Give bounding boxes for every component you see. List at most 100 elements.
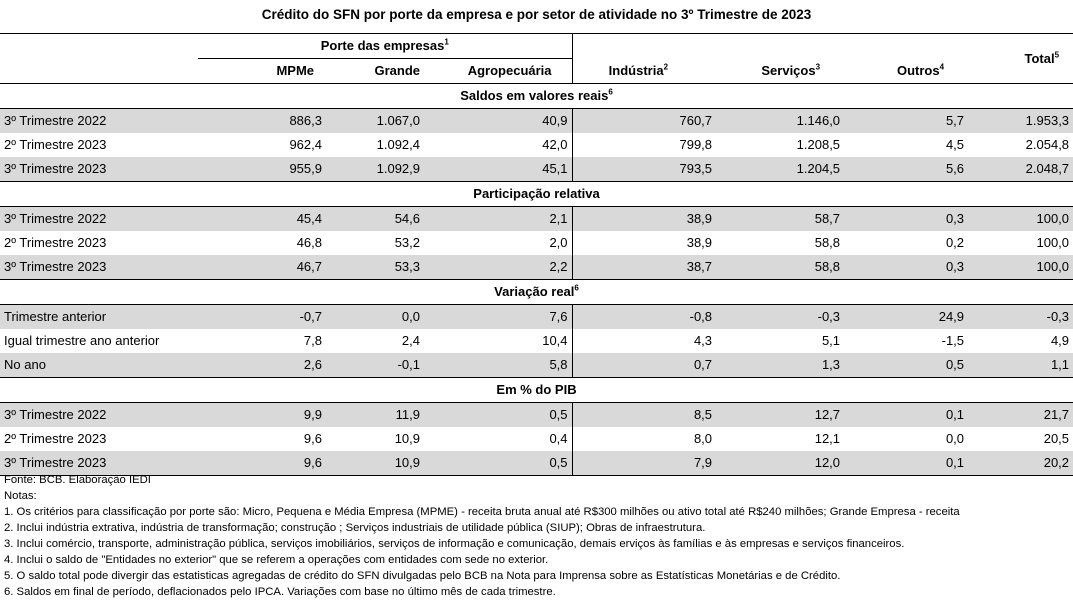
cell-value: 0,1 [844, 402, 969, 427]
cell-value: 53,2 [394, 235, 420, 250]
cell-value: 1.092,4 [376, 137, 420, 152]
cell-value: 0,3 [844, 255, 969, 280]
table-row: 2º Trimestre 2023 46,8 53,2 2,0 38,9 58,8 0,2 1… [0, 231, 1073, 255]
cell-value: 1,3 [716, 353, 845, 378]
cell-value: 1.208,5 [796, 137, 841, 152]
cell-value: 7,8 [303, 333, 322, 348]
cell-value: 58,7 [716, 206, 845, 231]
cell-value: 1,1 [968, 353, 1073, 378]
row-label: 2º Trimestre 2023 [4, 137, 107, 152]
table-row: 3º Trimestre 2022 45,4 54,6 2,1 38,9 58,7 0,3 1… [0, 206, 1073, 231]
cell-value: 2,0 [424, 231, 573, 255]
cell-value: 58,8 [814, 235, 841, 250]
table-row: 3º Trimestre 2022 9,9 11,9 0,5 8,5 12,7 0,1 21,… [0, 402, 1073, 427]
cell-value: 2,6 [198, 353, 326, 378]
cell-value: 46,7 [198, 255, 326, 280]
row-label: 3º Trimestre 2022 [0, 402, 198, 427]
row-label: 2º Trimestre 2023 [4, 235, 107, 250]
porte-group-header: Porte das empresas1 [198, 33, 573, 59]
cell-value: 10,9 [394, 431, 420, 446]
cell-value: 1.092,9 [326, 157, 424, 182]
row-label: Igual trimestre ano anterior [4, 333, 160, 348]
cell-value: 100,0 [968, 255, 1073, 280]
cell-value: 8,0 [693, 431, 713, 446]
table-row: 3º Trimestre 2023 955,9 1.092,9 45,1 793,5 1.… [0, 157, 1073, 182]
note-line: Notas: [4, 490, 37, 502]
cell-value: 4,3 [693, 333, 713, 348]
cell-value: 886,3 [198, 108, 326, 133]
cell-value: 0,7 [572, 353, 717, 378]
cell-value: 1.146,0 [716, 108, 845, 133]
table-row: 2º Trimestre 2023 962,4 1.092,4 42,0 799,8 1.… [0, 133, 1073, 157]
cell-value: -0,7 [198, 304, 326, 329]
cell-value: 2.054,8 [1025, 137, 1070, 152]
source-line: Fonte: BCB. Elaboração IEDI [4, 474, 151, 486]
table-row: 3º Trimestre 2022 886,3 1.067,0 40,9 760,7 1.… [0, 108, 1073, 133]
header-row-columns: MPMe Grande Agropecuária Indústria2 Serv… [0, 58, 1073, 84]
cell-value: 9,6 [198, 451, 326, 476]
cell-value: 955,9 [198, 157, 326, 182]
row-label: 3º Trimestre 2022 [0, 108, 198, 133]
cell-value: 40,9 [424, 108, 573, 133]
cell-value: 8,5 [572, 402, 717, 427]
cell-value: -0,1 [326, 353, 424, 378]
note-line: 3. Inclui comércio, transporte, administ… [4, 538, 905, 550]
row-label: 3º Trimestre 2023 [0, 157, 198, 182]
cell-value: -0,8 [572, 304, 717, 329]
cell-value: 38,9 [686, 235, 713, 250]
note-line: 5. O saldo total pode divergir das estat… [4, 570, 841, 582]
col-header-grande: Grande [326, 58, 424, 84]
row-label: 3º Trimestre 2023 [0, 451, 198, 476]
note-line: 6. Saldos em final de período, deflacion… [4, 586, 556, 598]
cell-value: 7,9 [572, 451, 717, 476]
cell-value: 5,8 [424, 353, 573, 378]
cell-value: 58,8 [716, 255, 845, 280]
cell-value: 4,5 [945, 137, 965, 152]
notes-block: Fonte: BCB. Elaboração IEDI Notas: 1. Os c… [4, 472, 960, 600]
cell-value: 2.048,7 [968, 157, 1073, 182]
cell-value: 0,5 [424, 451, 573, 476]
cell-value: 9,9 [198, 402, 326, 427]
table-row: 2º Trimestre 2023 9,6 10,9 0,4 8,0 12,1 0,0 20,… [0, 427, 1073, 451]
cell-value: 53,3 [326, 255, 424, 280]
cell-value: 2,2 [424, 255, 573, 280]
cell-value: 2,4 [401, 333, 420, 348]
cell-value: 4,9 [1050, 333, 1070, 348]
cell-value: -0,3 [716, 304, 845, 329]
section-title: Participação relativa [0, 181, 1073, 207]
section-title: Variação real6 [0, 279, 1073, 305]
cell-value: 760,7 [572, 108, 717, 133]
cell-value: 7,6 [424, 304, 573, 329]
cell-value: 0,5 [424, 402, 573, 427]
cell-value: 1.204,5 [716, 157, 845, 182]
col-header-outros: Outros4 [844, 58, 969, 84]
cell-value: 20,5 [1043, 431, 1070, 446]
row-label: No ano [0, 353, 198, 378]
cell-value: 100,0 [1036, 235, 1070, 250]
cell-value: 962,4 [289, 137, 322, 152]
col-header-agropecuaria: Agropecuária [424, 58, 573, 84]
cell-value: 45,1 [424, 157, 573, 182]
section-header-row: Variação real6 [0, 279, 1073, 305]
section-title: Em % do PIB [0, 377, 1073, 403]
table-row: No ano 2,6 -0,1 5,8 0,7 1,3 0,5 1,1 [0, 353, 1073, 378]
cell-value: -0,3 [968, 304, 1073, 329]
cell-value: 0,5 [844, 353, 969, 378]
col-header-mpme: MPMe [198, 58, 326, 84]
cell-value: -1,5 [941, 333, 965, 348]
cell-value: 1.953,3 [968, 108, 1073, 133]
table-title: Crédito do SFN por porte da empresa e po… [261, 7, 812, 22]
section-header-row: Em % do PIB [0, 377, 1073, 403]
cell-value: 21,7 [968, 402, 1073, 427]
note-line: 2. Inclui indústria extrativa, indústria… [4, 522, 706, 534]
cell-value: 20,2 [968, 451, 1073, 476]
cell-value: 2,1 [424, 206, 573, 231]
table-row: 3º Trimestre 2023 9,6 10,9 0,5 7,9 12,0 0,1 20,… [0, 451, 1073, 476]
cell-value: 38,9 [572, 206, 717, 231]
cell-value: 100,0 [968, 206, 1073, 231]
cell-value: 12,1 [814, 431, 841, 446]
note-line: 4. Inclui o saldo de "Entidades no exter… [4, 554, 549, 566]
total-header: Total5 [968, 33, 1073, 84]
cell-value: 0,0 [326, 304, 424, 329]
note-line: 1. Os critérios para classificação por p… [4, 506, 960, 518]
